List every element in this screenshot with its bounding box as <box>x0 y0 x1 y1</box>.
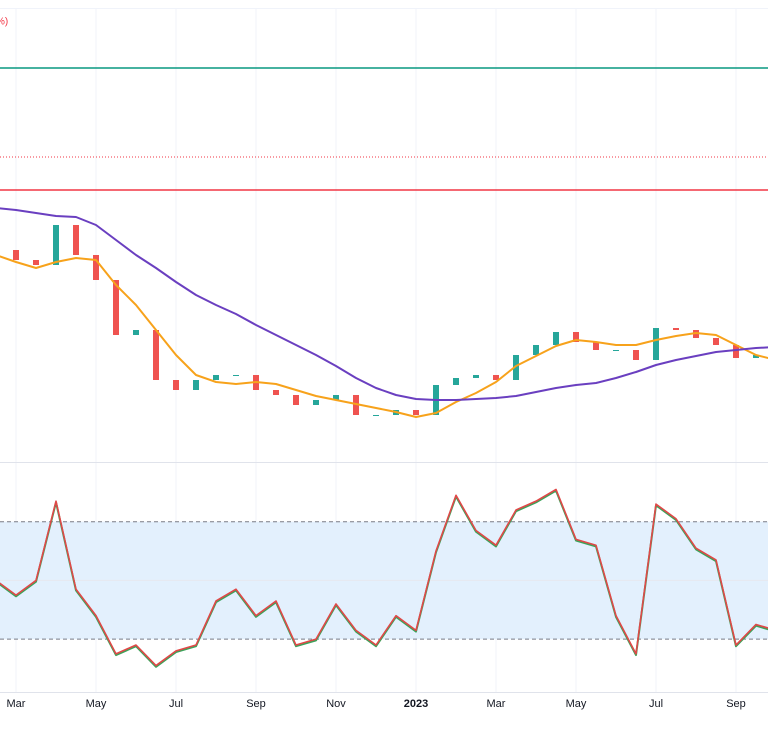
moving-average-line <box>0 207 768 401</box>
time-axis: Mar May Jul Sep Nov 2023 Mar May Jul Sep <box>7 698 746 710</box>
candle <box>213 375 219 380</box>
price-pane <box>0 67 768 418</box>
candle <box>553 332 559 345</box>
candle <box>13 250 19 260</box>
candle <box>273 390 279 395</box>
x-tick-label: May <box>566 698 587 710</box>
candle <box>233 375 239 376</box>
moving-average-line <box>0 255 768 418</box>
x-tick-label: May <box>86 698 107 710</box>
x-tick-label: Sep <box>726 698 746 710</box>
candle <box>733 345 739 358</box>
x-tick-label: Mar <box>7 698 26 710</box>
x-tick-label: 2023 <box>404 698 428 710</box>
x-tick-label: Sep <box>246 698 266 710</box>
candle <box>73 225 79 255</box>
candle <box>113 280 119 335</box>
candle <box>53 225 59 265</box>
candle <box>573 332 579 342</box>
candle <box>513 355 519 380</box>
candle <box>713 338 719 345</box>
candle <box>533 345 539 355</box>
candle <box>673 328 679 330</box>
candle <box>193 380 199 390</box>
candle <box>173 380 179 390</box>
oscillator-pane <box>0 488 768 668</box>
candle <box>33 260 39 265</box>
candle <box>153 330 159 380</box>
candle <box>753 355 759 358</box>
candle <box>313 400 319 405</box>
candle <box>633 350 639 360</box>
candle <box>493 375 499 380</box>
candle <box>453 378 459 385</box>
candle <box>653 328 659 360</box>
candle <box>473 375 479 378</box>
x-tick-label: Mar <box>487 698 506 710</box>
candle <box>293 395 299 405</box>
candle <box>93 255 99 280</box>
candle <box>413 410 419 415</box>
x-tick-label: Jul <box>649 698 663 710</box>
x-tick-label: Nov <box>326 698 346 710</box>
legend-fragment: %) <box>0 17 8 28</box>
candle <box>133 330 139 335</box>
candle <box>333 395 339 400</box>
candle <box>593 342 599 350</box>
oscillator-line <box>0 488 768 667</box>
candle <box>373 415 379 416</box>
candle <box>613 350 619 351</box>
x-tick-label: Jul <box>169 698 183 710</box>
